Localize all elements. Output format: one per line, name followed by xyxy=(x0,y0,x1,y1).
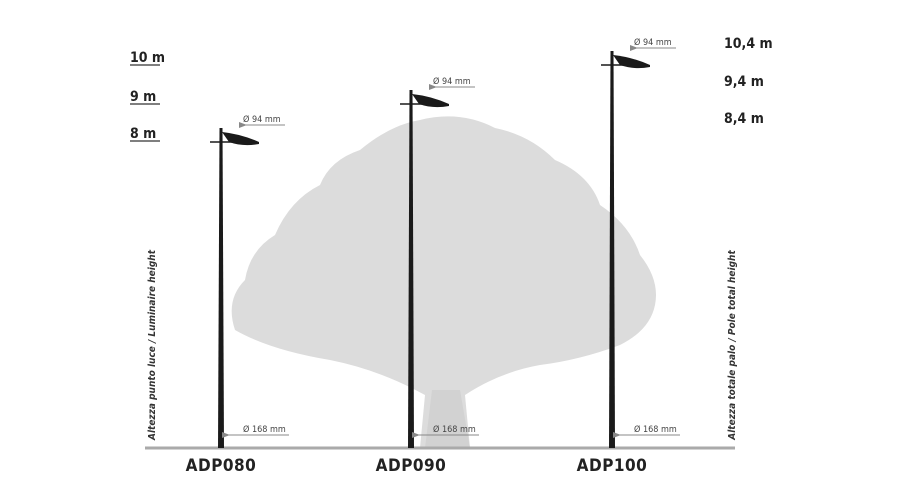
luminaire xyxy=(412,94,449,108)
base-diameter: Ø 168 mm xyxy=(433,424,476,435)
luminaire xyxy=(222,132,259,146)
pole-name: ADP080 xyxy=(186,456,257,476)
head-diameter: Ø 94 mm xyxy=(634,37,672,48)
pole xyxy=(408,90,414,448)
right-scale-label: 8,4 m xyxy=(724,111,764,127)
pole xyxy=(609,51,615,448)
left-scale-label: 10 m xyxy=(130,50,165,66)
left-axis-label: Altezza punto luce / Luminaire height xyxy=(147,249,158,441)
left-scale-label: 9 m xyxy=(130,89,156,105)
head-diameter: Ø 94 mm xyxy=(433,76,471,87)
pole-name: ADP100 xyxy=(577,456,648,476)
pole-name: ADP090 xyxy=(376,456,447,476)
pole xyxy=(218,128,224,448)
left-scale-label: 8 m xyxy=(130,126,156,142)
tree xyxy=(231,116,656,448)
right-scale-label: 10,4 m xyxy=(724,36,773,52)
base-diameter: Ø 168 mm xyxy=(634,424,677,435)
luminaire xyxy=(613,55,650,69)
head-diameter: Ø 94 mm xyxy=(243,114,281,125)
right-scale-label: 9,4 m xyxy=(724,74,764,90)
base-diameter: Ø 168 mm xyxy=(243,424,286,435)
right-axis-label: Altezza totale palo / Pole total height xyxy=(727,250,738,441)
